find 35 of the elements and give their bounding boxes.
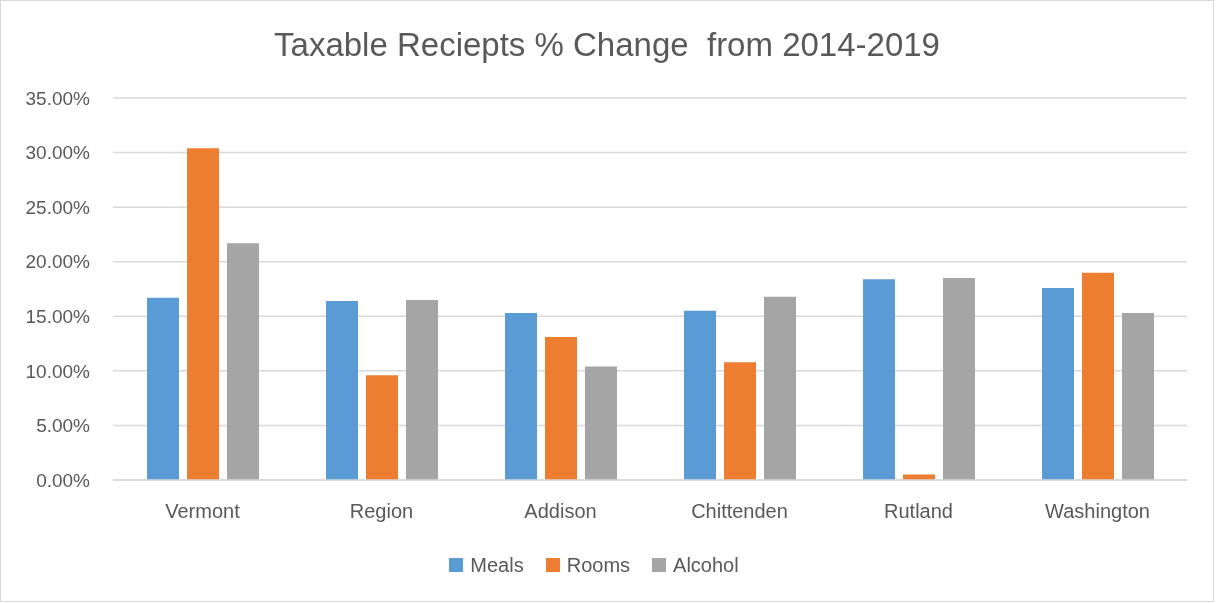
bar [406,299,439,480]
x-tick-label: Vermont [165,500,241,523]
bar [1122,313,1155,480]
y-tick-label: 35.00% [25,87,91,109]
bar [943,278,976,480]
legend-label: Alcohol [673,553,739,577]
y-tick-label: 25.00% [25,196,91,218]
bar [366,375,399,480]
x-tick-label: Region [349,500,414,523]
bar [1042,287,1075,480]
bar [724,362,757,480]
y-tick-label: 5.00% [36,415,91,437]
chart-title: Taxable Reciepts % Change from 2014-2019 [274,26,940,64]
bar [1082,272,1115,480]
y-tick-label: 0.00% [36,469,91,491]
x-tick-label: Rutland [884,500,953,523]
legend-label: Meals [470,553,524,577]
bar [585,366,618,480]
x-tick-label: Addison [524,500,597,523]
x-tick-label: Chittenden [691,500,788,523]
bar [863,279,896,480]
y-tick-label: 20.00% [25,251,91,273]
y-tick-label: 10.00% [25,360,91,382]
bar [505,313,538,480]
y-tick-label: 15.00% [25,306,91,328]
legend-label: Rooms [566,553,631,577]
bar [187,148,220,480]
x-tick-label: Washington [1045,500,1150,523]
bar [545,337,578,480]
bar [227,243,260,480]
bar [326,301,359,480]
bar [764,296,797,480]
bar [147,297,180,480]
bar [684,310,717,480]
y-tick-label: 30.00% [25,142,91,164]
